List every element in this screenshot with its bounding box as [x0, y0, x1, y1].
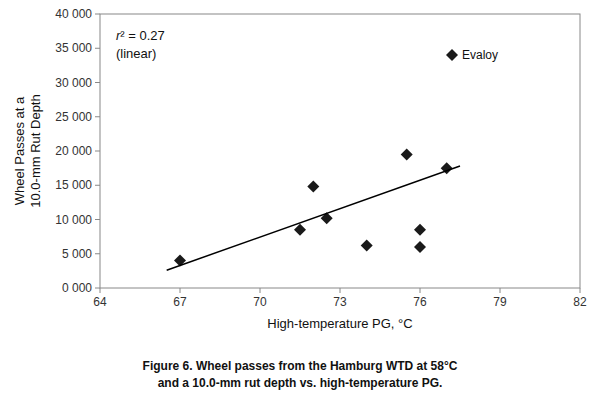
x-tick-label: 82: [573, 295, 587, 309]
y-tick: [95, 82, 100, 83]
y-tick-label: 15 000: [55, 178, 92, 192]
x-tick-label: 79: [493, 295, 507, 309]
y-tick-label: 30 000: [55, 76, 92, 90]
chart: 64 67 70 73 76 79 82 0 000 5 000 10 000 15 000 20 0…: [0, 0, 600, 418]
plot-area: [167, 49, 460, 270]
x-tick: [100, 288, 101, 293]
y-tick: [95, 288, 100, 289]
scatter-point: [414, 241, 426, 253]
caption-subtitle: and a 10.0-mm rut depth vs. high-tempera…: [158, 376, 443, 390]
y-tick: [95, 219, 100, 220]
caption-title: Figure 6. Wheel passes from the Hamburg …: [143, 359, 458, 373]
y-tick-label: 10 000: [55, 213, 92, 227]
x-tick-label: 73: [333, 295, 347, 309]
x-tick: [180, 288, 181, 293]
plot-frame: [100, 14, 580, 288]
scatter-point: [307, 181, 319, 193]
y-axis-label: Wheel Passes at a10.0-mm Rut Depth: [12, 94, 43, 207]
x-axis-label: High-temperature PG, °C: [267, 316, 412, 331]
y-tick: [95, 185, 100, 186]
annotation: (linear): [116, 46, 156, 61]
annotation-part: ² = 0.27: [120, 28, 164, 43]
scatter-point: [361, 240, 373, 252]
y-tick-label: 40 000: [55, 7, 92, 21]
y-tick: [95, 14, 100, 15]
y-tick: [95, 116, 100, 117]
point-label: Evaloy: [462, 48, 498, 62]
y-tick-label: 25 000: [55, 110, 92, 124]
y-tick-label: 0 000: [62, 281, 92, 295]
x-tick: [340, 288, 341, 293]
scatter-point: [446, 49, 458, 61]
x-tick-label: 70: [253, 295, 267, 309]
scatter-point: [414, 224, 426, 236]
x-tick: [420, 288, 421, 293]
trend-line: [167, 166, 460, 270]
x-tick: [580, 288, 581, 293]
annotation: r² = 0.27: [116, 28, 165, 43]
y-axis-label-line: Wheel Passes at a: [12, 96, 27, 205]
y-tick: [95, 253, 100, 254]
scatter-point: [401, 148, 413, 160]
x-tick: [500, 288, 501, 293]
y-tick-label: 20 000: [55, 144, 92, 158]
y-tick: [95, 151, 100, 152]
x-tick-label: 76: [413, 295, 427, 309]
y-tick-label: 5 000: [62, 247, 92, 261]
x-tick: [260, 288, 261, 293]
y-axis-label-line: 10.0-mm Rut Depth: [28, 94, 43, 207]
x-tick-label: 64: [93, 295, 107, 309]
y-tick: [95, 48, 100, 49]
y-tick-label: 35 000: [55, 41, 92, 55]
scatter-point: [294, 224, 306, 236]
x-tick-label: 67: [173, 295, 187, 309]
